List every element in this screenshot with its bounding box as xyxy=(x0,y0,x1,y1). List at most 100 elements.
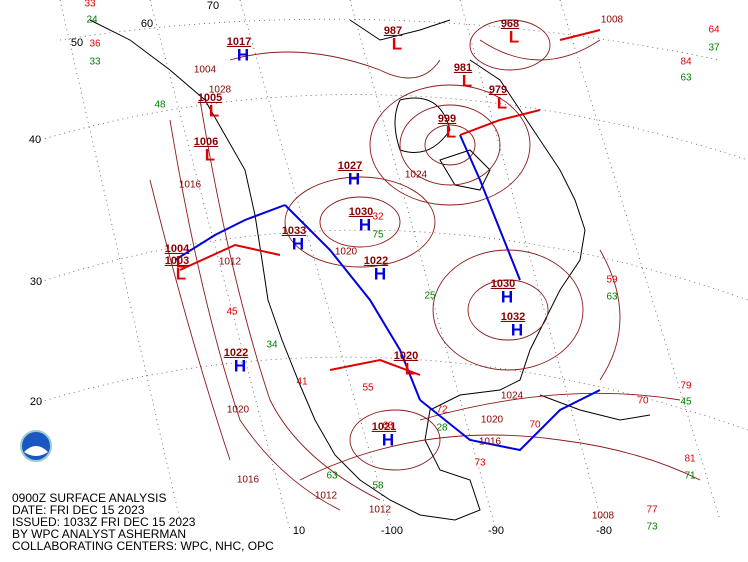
pressure-center-value: 979 xyxy=(489,84,507,96)
caption-line: 0900Z SURFACE ANALYSIS xyxy=(12,491,167,505)
pressure-center-value: 1004 xyxy=(165,243,190,255)
pressure-center-symbol: H xyxy=(348,169,360,188)
station-temperature: 84 xyxy=(680,57,692,68)
isobar-label: 1020 xyxy=(227,405,250,416)
pressure-center-value: 1021 xyxy=(372,421,396,433)
station-temperature: 73 xyxy=(474,458,486,469)
station-temperature: 77 xyxy=(646,505,658,516)
station-dewpoint: 75 xyxy=(372,230,384,241)
isobar-label: 1016 xyxy=(479,437,502,448)
pressure-center-value: 1006 xyxy=(194,136,218,148)
station-dewpoint: 24 xyxy=(86,15,98,26)
pressure-center-value: 1005 xyxy=(198,92,222,104)
pressure-center-symbol: L xyxy=(176,264,186,283)
pressure-center-value: 1022 xyxy=(364,255,388,267)
isobar-label: 1020 xyxy=(335,247,358,258)
pressure-center-symbol: H xyxy=(374,264,386,283)
station-dewpoint: 63 xyxy=(326,471,338,482)
station-dewpoint: 33 xyxy=(89,57,101,68)
pressure-center-symbol: L xyxy=(392,34,402,53)
pressure-center-value: 1022 xyxy=(224,347,248,359)
station-temperature: 79 xyxy=(680,381,692,392)
pressure-center-value: 1030 xyxy=(491,278,515,290)
pressure-center-value: 1033 xyxy=(282,225,306,237)
caption-line: ISSUED: 1033Z FRI DEC 15 2023 xyxy=(12,515,196,529)
station-temperature: 70 xyxy=(637,396,649,407)
isobar-label: 1016 xyxy=(179,180,202,191)
pressure-center-value: 1017 xyxy=(227,36,251,48)
pressure-center-symbol: L xyxy=(497,93,507,112)
pressure-center-symbol: L xyxy=(176,252,186,271)
grid-label: 30 xyxy=(30,276,42,288)
pressure-center-symbol: L xyxy=(405,359,415,378)
caption-line: DATE: FRI DEC 15 2023 xyxy=(12,503,145,517)
pressure-center-symbol: H xyxy=(382,430,394,449)
station-temperature: 63 xyxy=(382,421,394,432)
station-temperature: 59 xyxy=(606,275,618,286)
station-temperature: 36 xyxy=(89,39,101,50)
station-temperature: 33 xyxy=(84,0,96,10)
grid-label: -90 xyxy=(488,525,504,537)
station-temperature: 81 xyxy=(684,454,696,465)
pressure-center-symbol: H xyxy=(292,234,304,253)
station-temperature: 64 xyxy=(708,25,720,36)
station-temperature: 45 xyxy=(226,307,238,318)
pressure-center-symbol: H xyxy=(234,356,246,375)
caption-line: COLLABORATING CENTERS: WPC, NHC, OPC xyxy=(12,539,274,553)
isobar-label: 1028 xyxy=(209,85,232,96)
pressure-center-symbol: L xyxy=(209,101,219,120)
isobar-label: 1012 xyxy=(219,257,242,268)
pressure-center-value: 999 xyxy=(438,113,456,125)
pressure-center-symbol: L xyxy=(462,71,472,90)
coastline xyxy=(89,19,651,521)
station-temperature: 72 xyxy=(436,405,448,416)
pressure-center-symbol: L xyxy=(205,145,215,164)
pressure-center-value: 1027 xyxy=(338,160,362,172)
station-dewpoint: 63 xyxy=(680,73,692,84)
station-dewpoint: 73 xyxy=(646,522,658,533)
station-dewpoint: 28 xyxy=(436,423,448,434)
station-temperature: 41 xyxy=(296,377,308,388)
station-temperature: 32 xyxy=(372,212,384,223)
station-dewpoint: 48 xyxy=(154,100,166,111)
isobar-label: 1008 xyxy=(592,511,615,522)
caption-line: BY WPC ANALYST ASHERMAN xyxy=(12,527,186,541)
grid-label: 40 xyxy=(29,134,41,146)
isobar-label: 1004 xyxy=(194,65,217,76)
graticule xyxy=(39,0,748,531)
pressure-center-symbol: L xyxy=(509,27,519,46)
fronts xyxy=(174,29,601,452)
isobars xyxy=(149,19,701,511)
isobar-label: 1012 xyxy=(315,491,338,502)
station-dewpoint: 58 xyxy=(372,481,384,492)
isobar-label: 1016 xyxy=(237,475,260,486)
station-dewpoint: 37 xyxy=(708,43,720,54)
isobar-label: 1008 xyxy=(601,15,624,26)
isobar-label: 1020 xyxy=(481,415,504,426)
grid-label: -80 xyxy=(596,525,612,537)
grid-label: 50 xyxy=(71,37,83,49)
pressure-center-value: 981 xyxy=(454,62,472,74)
station-dewpoint: 45 xyxy=(680,397,692,408)
grid-label: 60 xyxy=(141,18,153,30)
grid-label: 70 xyxy=(207,0,219,12)
noaa-logo xyxy=(20,430,52,462)
isobar-label: 1012 xyxy=(369,505,392,516)
pressure-center-value: 1003 xyxy=(165,255,189,267)
station-dewpoint: 34 xyxy=(266,340,278,351)
pressure-center-value: 1030 xyxy=(349,206,373,218)
grid-label: -100 xyxy=(381,525,403,537)
pressure-center-value: 987 xyxy=(384,25,402,37)
station-dewpoint: 71 xyxy=(684,471,696,482)
pressure-center-symbol: H xyxy=(237,45,249,64)
station-dewpoint: 63 xyxy=(606,292,618,303)
isobar-label: 1024 xyxy=(405,170,428,181)
pressure-center-value: 968 xyxy=(501,18,519,30)
pressure-center-symbol: L xyxy=(446,122,456,141)
station-temperature: 70 xyxy=(529,420,541,431)
isobar-label: 1024 xyxy=(501,391,524,402)
pressure-center-symbol: H xyxy=(501,287,513,306)
grid-label: 20 xyxy=(30,396,42,408)
